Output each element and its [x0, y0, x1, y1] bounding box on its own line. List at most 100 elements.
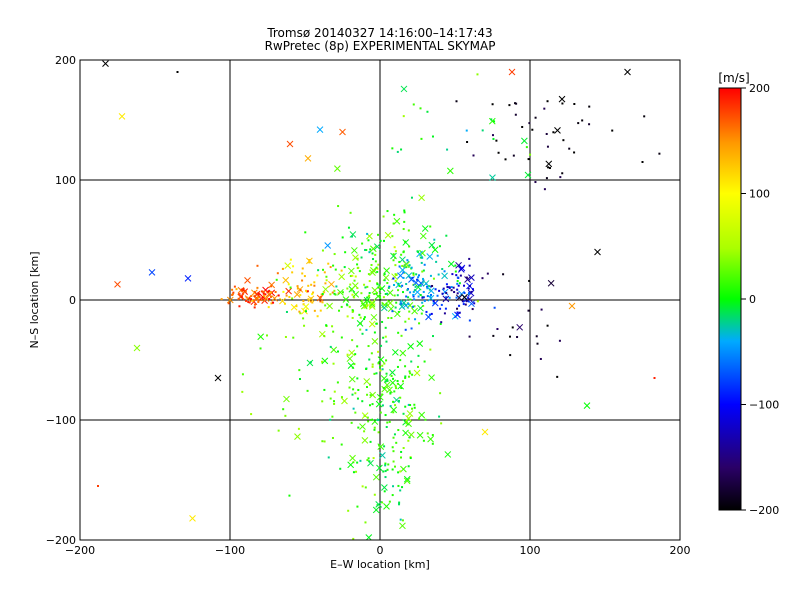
data-point: [400, 450, 403, 453]
data-point: [361, 400, 364, 403]
data-point: [327, 262, 330, 265]
data-point: [443, 270, 446, 273]
data-point: [356, 397, 359, 400]
data-point: [353, 296, 356, 299]
data-point: [329, 418, 332, 421]
data-cross: [381, 385, 389, 393]
data-cross: [290, 303, 298, 311]
data-cross: [133, 344, 141, 352]
data-point: [386, 282, 389, 285]
data-point: [369, 306, 372, 309]
data-cross: [346, 355, 354, 363]
data-point: [370, 352, 373, 355]
data-cross: [407, 431, 415, 439]
data-point: [269, 291, 272, 294]
data-point: [233, 285, 236, 288]
data-point: [437, 273, 440, 276]
data-point: [441, 292, 444, 295]
data-point: [454, 270, 457, 273]
data-cross: [400, 465, 407, 473]
data-point: [393, 246, 396, 249]
data-point: [416, 365, 419, 368]
data-point: [468, 298, 471, 301]
data-point: [359, 322, 362, 325]
data-cross: [304, 155, 312, 162]
data-point: [289, 286, 292, 289]
data-point: [514, 102, 517, 105]
data-point: [329, 345, 332, 348]
data-point: [395, 441, 398, 444]
data-point: [399, 396, 402, 399]
data-cross: [328, 280, 335, 288]
data-point: [352, 471, 355, 474]
data-point: [495, 139, 498, 142]
data-cross: [377, 356, 385, 363]
data-point: [346, 353, 349, 356]
data-point: [345, 303, 348, 306]
data-point: [450, 289, 453, 292]
data-cross: [114, 281, 121, 288]
data-cross: [324, 242, 332, 249]
data-point: [365, 249, 368, 252]
data-point: [419, 107, 422, 110]
data-point: [312, 291, 315, 294]
data-point: [419, 294, 422, 297]
data-point: [367, 457, 370, 460]
data-point: [534, 116, 537, 119]
data-cross: [262, 295, 270, 302]
data-cross: [326, 302, 333, 310]
data-point: [424, 572, 426, 574]
data-point: [384, 335, 387, 338]
data-point: [366, 296, 369, 299]
data-point: [385, 302, 388, 305]
data-point: [406, 259, 409, 262]
data-point: [349, 283, 352, 286]
data-point: [385, 359, 388, 362]
data-point: [392, 377, 395, 380]
data-point: [393, 390, 396, 393]
data-point: [394, 465, 397, 468]
data-point: [292, 265, 295, 268]
data-point: [405, 295, 408, 298]
data-cross: [407, 343, 414, 350]
data-point: [653, 377, 656, 379]
data-point: [543, 107, 546, 110]
data-point: [321, 400, 324, 403]
y-tick-label: 200: [55, 54, 76, 67]
data-point: [270, 285, 273, 288]
data-point: [384, 414, 387, 417]
data-cross: [347, 461, 355, 469]
data-point: [394, 385, 397, 388]
data-point: [356, 257, 359, 260]
data-cross: [521, 137, 528, 145]
colorbar-tick-label: 100: [749, 188, 770, 201]
data-cross: [421, 225, 429, 232]
data-point: [456, 282, 459, 285]
data-point: [508, 335, 511, 338]
data-cross: [524, 171, 532, 179]
data-point: [316, 315, 319, 318]
data-point: [308, 261, 311, 264]
data-point: [381, 302, 384, 305]
data-point: [394, 250, 397, 253]
data-point: [374, 253, 377, 256]
data-point: [429, 293, 432, 296]
y-axis-label: N–S location [km]: [28, 251, 41, 348]
data-point: [497, 151, 500, 154]
data-point: [401, 519, 404, 522]
data-point: [402, 276, 405, 279]
data-point: [399, 359, 402, 362]
data-cross: [403, 261, 411, 268]
data-point: [407, 465, 410, 468]
data-point: [404, 405, 407, 408]
data-point: [446, 286, 449, 289]
data-point: [176, 71, 179, 73]
colorbar-label: [m/s]: [718, 71, 749, 85]
data-cross: [426, 253, 434, 260]
data-point: [552, 131, 555, 134]
data-point: [332, 362, 335, 365]
data-cross: [283, 395, 290, 403]
data-point: [556, 375, 559, 378]
data-point: [464, 303, 467, 306]
data-point: [384, 470, 387, 473]
